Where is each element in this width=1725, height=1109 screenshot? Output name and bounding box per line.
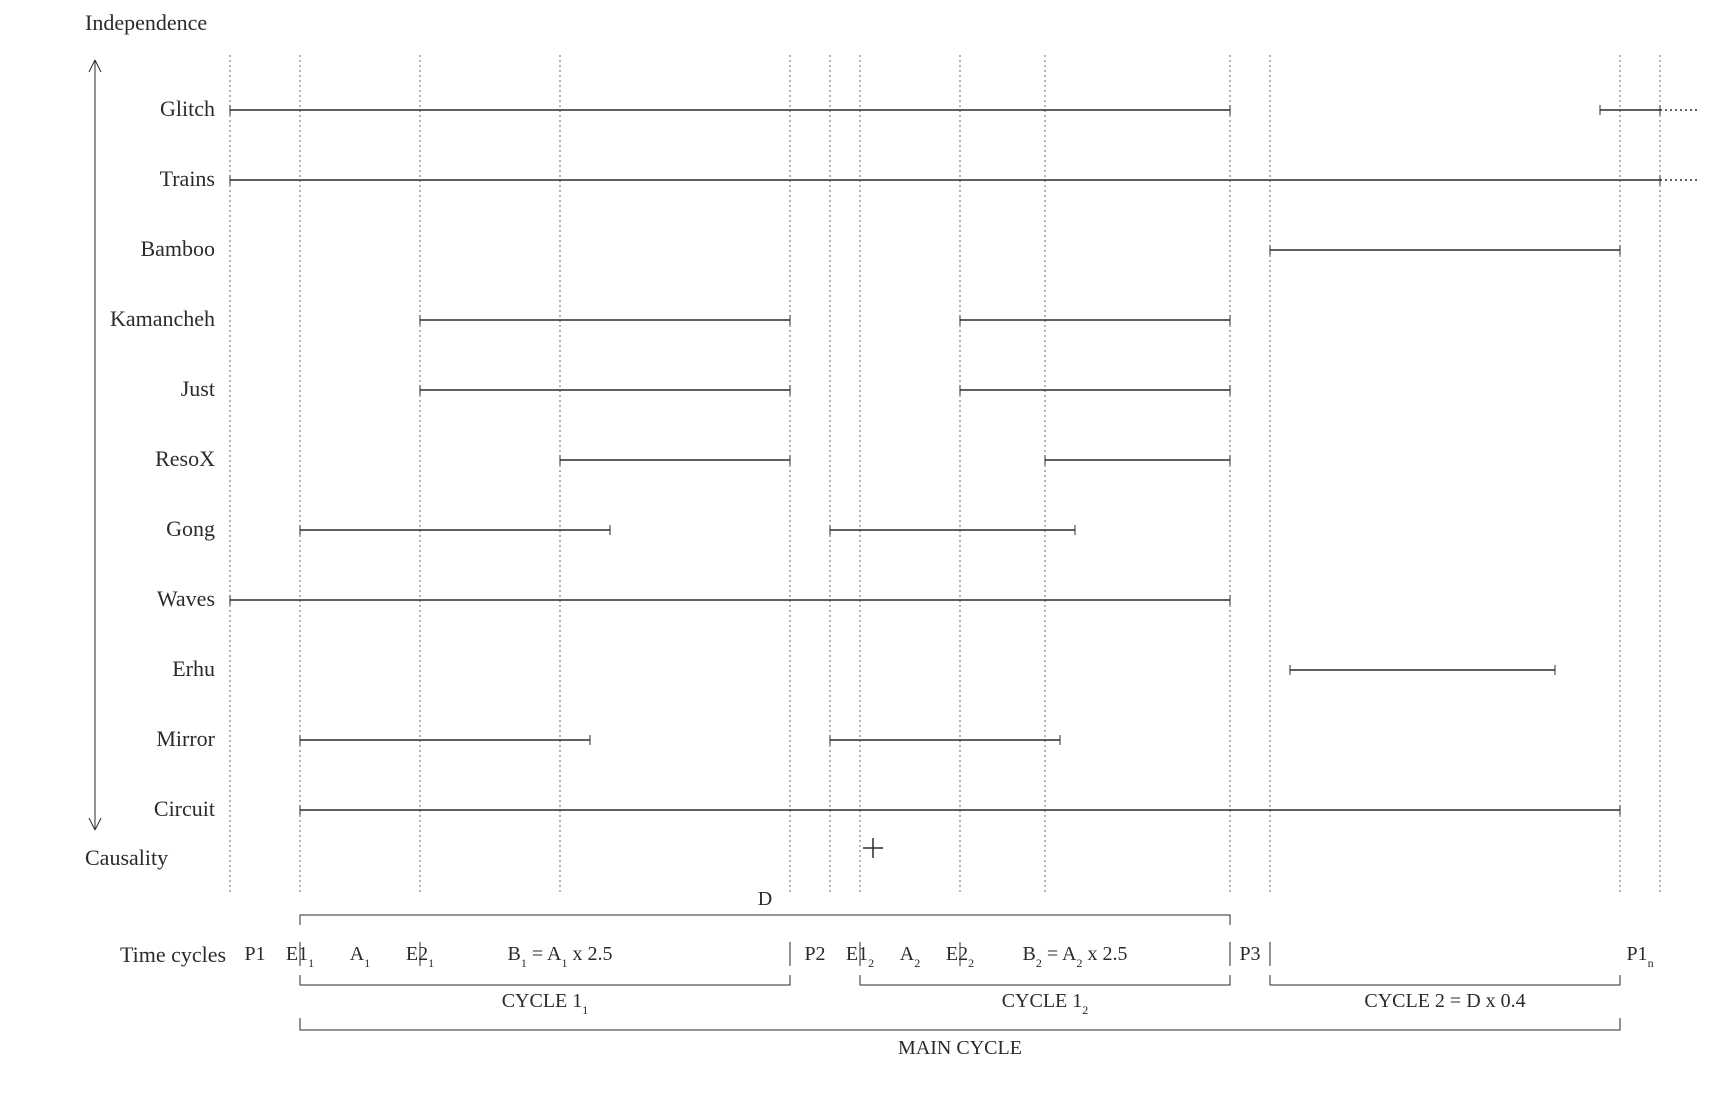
track-label-glitch: Glitch — [160, 96, 215, 121]
track-mirror: Mirror — [156, 726, 1060, 751]
track-label-trains: Trains — [160, 166, 215, 191]
track-resox: ResoX — [155, 446, 1230, 471]
time-item: A1 — [350, 943, 370, 970]
track-waves: Waves — [157, 586, 1230, 611]
time-item: B2 = A2 x 2.5 — [1023, 943, 1128, 970]
track-erhu: Erhu — [172, 656, 1555, 681]
track-label-mirror: Mirror — [156, 726, 215, 751]
time-item: B1 = A1 x 2.5 — [508, 943, 613, 970]
track-label-bamboo: Bamboo — [140, 236, 215, 261]
track-label-gong: Gong — [166, 516, 215, 541]
timeline-diagram: Independence Causality Glitch Trains Bamboo K… — [0, 0, 1725, 1109]
main-cycle-label: MAIN CYCLE — [898, 1037, 1022, 1059]
track-glitch: Glitch — [160, 96, 1700, 121]
time-item: P1 — [244, 943, 265, 965]
cycle-bracket-label: CYCLE 2 = D x 0.4 — [1364, 990, 1525, 1012]
track-label-resox: ResoX — [155, 446, 215, 471]
cycle-bracket-label: CYCLE 11 — [502, 990, 589, 1017]
time-item: P3 — [1239, 943, 1260, 965]
time-item: A2 — [900, 943, 920, 970]
time-item: P2 — [804, 943, 825, 965]
cycle-bracket-label: CYCLE 12 — [1002, 990, 1089, 1017]
axis-label-independence: Independence — [85, 10, 207, 35]
track-gong: Gong — [166, 516, 1075, 541]
track-label-circuit: Circuit — [154, 796, 215, 821]
track-just: Just — [181, 376, 1230, 401]
track-kamancheh: Kamancheh — [110, 306, 1230, 331]
time-item: P1n — [1626, 943, 1653, 970]
track-bamboo: Bamboo — [140, 236, 1620, 261]
track-label-waves: Waves — [157, 586, 215, 611]
track-circuit: Circuit — [154, 796, 1620, 821]
track-trains: Trains — [160, 166, 1700, 191]
track-label-kamancheh: Kamancheh — [110, 306, 215, 331]
time-cycles-label: Time cycles — [120, 942, 226, 967]
track-label-just: Just — [181, 376, 215, 401]
track-label-erhu: Erhu — [172, 656, 215, 681]
d-bracket-label: D — [758, 888, 772, 910]
axis-label-causality: Causality — [85, 845, 168, 870]
